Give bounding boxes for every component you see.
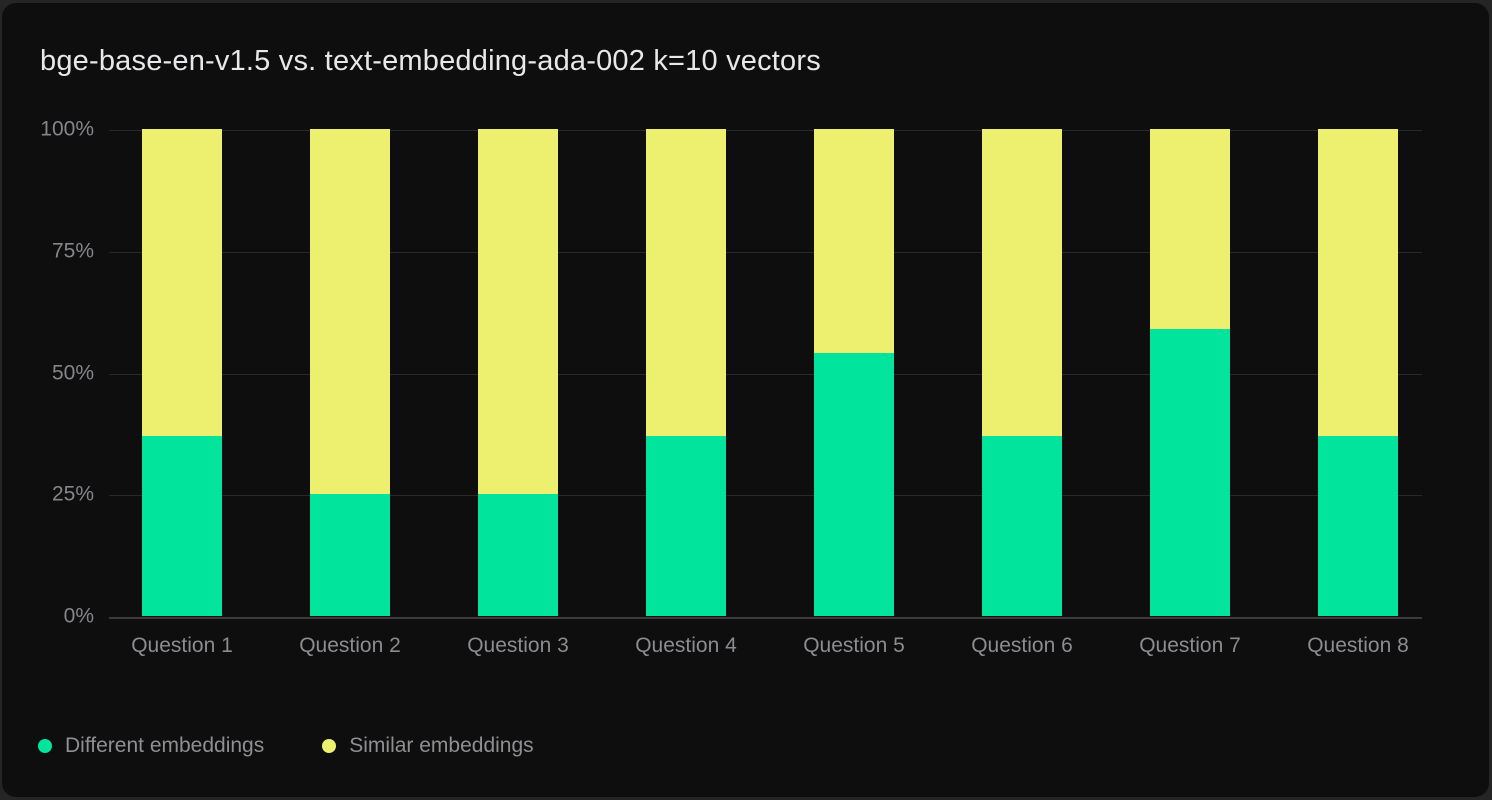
legend-label: Different embeddings — [65, 734, 265, 757]
chart-title: bge-base-en-v1.5 vs. text-embedding-ada-… — [40, 45, 821, 77]
y-tick-label: 0% — [63, 604, 94, 628]
bar-segment-similar[interactable] — [478, 129, 558, 495]
chart-card: bge-base-en-v1.5 vs. text-embedding-ada-… — [2, 3, 1489, 797]
bar-segment-similar[interactable] — [982, 129, 1062, 436]
y-axis-labels: 0% 25% 50% 75% 100% — [2, 118, 94, 628]
bar-segment-different[interactable] — [1150, 328, 1230, 616]
bar-segment-different[interactable] — [1318, 435, 1398, 616]
y-tick-label: 75% — [51, 239, 94, 263]
y-tick-label: 100% — [40, 117, 94, 141]
legend-dot-icon — [38, 739, 52, 753]
stacked-bar-5[interactable] — [814, 129, 894, 616]
x-tick-label: Question 7 — [1139, 634, 1241, 657]
x-tick-label: Question 5 — [803, 634, 905, 657]
stacked-bar-2[interactable] — [310, 129, 390, 616]
legend: Different embeddings Similar embeddings — [38, 734, 534, 758]
x-tick-label: Question 8 — [1307, 634, 1409, 657]
stacked-bar-3[interactable] — [478, 129, 558, 616]
bar-segment-similar[interactable] — [1318, 129, 1398, 436]
bar-segment-different[interactable] — [142, 435, 222, 616]
y-tick-label: 50% — [51, 361, 94, 385]
stacked-bar-4[interactable] — [646, 129, 726, 616]
gridline — [109, 251, 1422, 253]
x-tick-label: Question 3 — [467, 634, 569, 657]
legend-item-similar[interactable]: Similar embeddings — [322, 734, 534, 758]
stacked-bar-1[interactable] — [142, 129, 222, 616]
legend-label: Similar embeddings — [349, 734, 534, 757]
legend-item-different[interactable]: Different embeddings — [38, 734, 264, 758]
bar-segment-different[interactable] — [646, 435, 726, 616]
bar-segment-different[interactable] — [982, 435, 1062, 616]
gridline — [109, 130, 1422, 131]
gridline — [109, 373, 1422, 375]
bar-segment-similar[interactable] — [646, 129, 726, 436]
x-tick-label: Question 6 — [971, 634, 1073, 657]
plot-area — [109, 129, 1422, 619]
stacked-bar-7[interactable] — [1150, 129, 1230, 616]
x-tick-label: Question 4 — [635, 634, 737, 657]
stacked-bar-8[interactable] — [1318, 129, 1398, 616]
y-tick-label: 25% — [51, 482, 94, 506]
bar-segment-different[interactable] — [310, 494, 390, 616]
x-tick-label: Question 1 — [131, 634, 233, 657]
x-axis-labels: Question 1 Question 2 Question 3 Question 4… — [109, 634, 1422, 666]
x-axis-line — [109, 617, 1422, 619]
bar-segment-different[interactable] — [814, 353, 894, 616]
bar-segment-different[interactable] — [478, 494, 558, 616]
bar-segment-similar[interactable] — [310, 129, 390, 495]
gridline — [109, 495, 1422, 497]
bar-segment-similar[interactable] — [1150, 129, 1230, 329]
bar-segment-similar[interactable] — [142, 129, 222, 436]
bar-segment-similar[interactable] — [814, 129, 894, 354]
stacked-bar-6[interactable] — [982, 129, 1062, 616]
legend-dot-icon — [322, 739, 337, 753]
x-tick-label: Question 2 — [299, 634, 401, 657]
